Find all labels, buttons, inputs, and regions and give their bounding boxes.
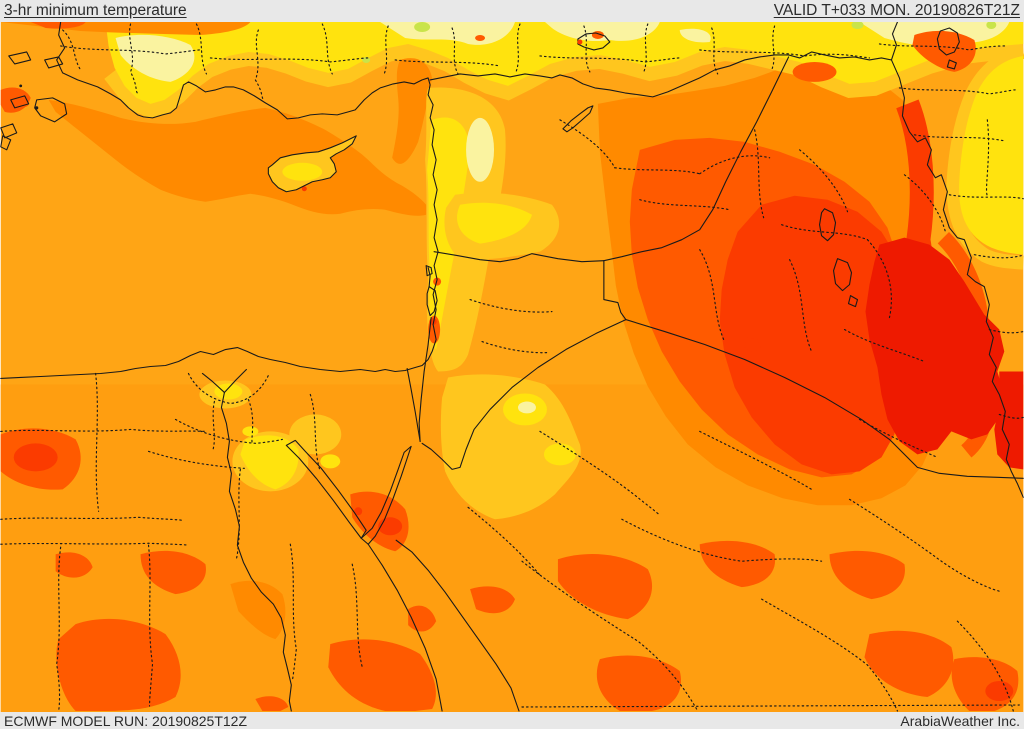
model-run-label: ECMWF MODEL RUN: 20190825T12Z — [4, 712, 247, 729]
coastlines-and-borders — [0, 22, 1024, 712]
valid-time-label: VALID T+033 MON. 20190826T21Z — [773, 2, 1020, 19]
map-title: 3-hr minimum temperature — [4, 2, 187, 19]
weather-map — [0, 22, 1024, 712]
temperature-field — [0, 22, 1024, 712]
footer-bar: ECMWF MODEL RUN: 20190825T12Z ArabiaWeat… — [0, 712, 1024, 729]
lakes-and-rivers — [201, 27, 960, 712]
header-bar: 3-hr minimum temperature VALID T+033 MON… — [0, 0, 1024, 22]
credit-label: ArabiaWeather Inc. — [900, 712, 1020, 729]
admin-borders — [0, 23, 1024, 712]
